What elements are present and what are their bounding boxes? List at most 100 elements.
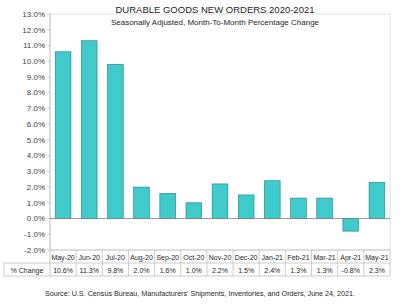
- bar: [108, 64, 124, 218]
- table-line: [154, 250, 155, 276]
- data-label: 2.3%: [369, 267, 385, 274]
- y-tick: [47, 202, 50, 203]
- y-tick: [47, 76, 50, 77]
- data-table: % Change May-20 Jun-20 Jul-20 Aug-20Sep-20 Oc…: [4, 250, 390, 276]
- data-label: 1.3%: [290, 267, 306, 274]
- row-label: % Change: [11, 267, 44, 275]
- x-tick-label: Mar-21: [314, 254, 336, 261]
- y-tick: [47, 139, 50, 140]
- table-line: [50, 250, 51, 276]
- subtitle: Seasonally Adjusted, Month-To-Month Perc…: [111, 18, 320, 27]
- bar: [343, 219, 359, 232]
- bar: [264, 181, 280, 219]
- table-line: [285, 250, 286, 276]
- data-label: 10.6%: [53, 267, 73, 274]
- table-line: [311, 250, 312, 276]
- x-tick-label: Dec-20: [235, 254, 258, 261]
- data-label: 9.8%: [107, 267, 123, 274]
- y-tick: [47, 61, 50, 62]
- table-line: [50, 250, 390, 251]
- y-tick-label: 10.0%: [22, 57, 45, 66]
- y-tick: [47, 108, 50, 109]
- y-tick-label: 7.0%: [27, 104, 45, 113]
- y-tick-label: 1.0%: [27, 199, 45, 208]
- bar: [55, 52, 71, 219]
- plot-frame: [50, 14, 390, 250]
- bar: [212, 184, 228, 219]
- title: DURABLE GOODS NEW ORDERS 2020-2021: [115, 4, 314, 15]
- bar: [291, 198, 307, 218]
- table-line: [390, 250, 391, 276]
- data-label: 1.5%: [238, 267, 254, 274]
- y-tick-label: 2.0%: [27, 183, 45, 192]
- table-line: [180, 250, 181, 276]
- y-tick: [47, 187, 50, 188]
- source: Source: U.S. Census Bureau, Manufacturer…: [45, 289, 355, 298]
- bar: [238, 195, 254, 219]
- y-tick: [47, 29, 50, 30]
- y-tick-label: 0.0%: [27, 214, 45, 223]
- table-line: [4, 263, 390, 264]
- x-tick-label: May-20: [51, 254, 74, 262]
- chart: -2.0% -1.0% 0.0% 1.0% 2.0% 3.0% 4.0% 5.0% 6.0% 7.…: [0, 0, 400, 304]
- data-label: 2.0%: [134, 267, 150, 274]
- bar: [186, 203, 202, 219]
- y-tick-label: 8.0%: [27, 88, 45, 97]
- y-tick-label: 11.0%: [23, 41, 45, 50]
- y-axis: -2.0% -1.0% 0.0% 1.0% 2.0% 3.0% 4.0% 5.0% 6.0% 7.…: [22, 10, 50, 255]
- table-line: [206, 250, 207, 276]
- y-axis-line: [50, 14, 51, 250]
- y-tick: [47, 155, 50, 156]
- zero-line: [50, 218, 390, 219]
- x-tick-label: May-21: [365, 254, 388, 262]
- table-line: [233, 250, 234, 276]
- table-line: [4, 263, 5, 276]
- data-label: 11.3%: [80, 267, 99, 274]
- y-tick-label: 3.0%: [27, 167, 45, 176]
- y-tick: [47, 14, 50, 15]
- bar: [317, 198, 333, 218]
- x-tick-label: Sep-20: [156, 254, 179, 262]
- y-tick: [47, 45, 50, 46]
- y-tick-label: -2.0%: [24, 246, 45, 255]
- data-label: 1.6%: [160, 267, 176, 274]
- y-tick: [47, 171, 50, 172]
- bars: [55, 41, 385, 231]
- x-tick-label: Nov-20: [209, 254, 232, 261]
- x-tick-label: Oct-20: [183, 254, 204, 261]
- bar: [134, 187, 150, 218]
- table-line: [4, 276, 390, 277]
- bar: [369, 182, 385, 218]
- bar: [160, 193, 176, 218]
- y-tick: [47, 218, 50, 219]
- y-tick-label: 6.0%: [27, 120, 45, 129]
- table-line: [363, 250, 364, 276]
- data-label: 2.2%: [212, 267, 228, 274]
- y-tick-label: 12.0%: [22, 26, 45, 35]
- y-tick: [47, 124, 50, 125]
- x-tick-label: Apr-21: [340, 254, 361, 262]
- x-tick-label: Jul-20: [106, 254, 125, 261]
- y-tick-label: 4.0%: [27, 151, 45, 160]
- x-tick-label: Feb-21: [287, 254, 309, 261]
- table-line: [76, 250, 77, 276]
- y-tick-label: 5.0%: [27, 136, 45, 145]
- table-line: [128, 250, 129, 276]
- y-tick-label: -1.0%: [24, 230, 45, 239]
- x-tick-label: Aug-20: [130, 254, 153, 262]
- x-tick-label: Jun-20: [79, 254, 101, 261]
- data-label: -0.8%: [342, 267, 360, 274]
- y-tick-label: 13.0%: [22, 10, 45, 19]
- data-label: 1.3%: [317, 267, 333, 274]
- table-line: [259, 250, 260, 276]
- data-label: 2.4%: [264, 267, 280, 274]
- table-line: [337, 250, 338, 276]
- y-tick: [47, 92, 50, 93]
- data-label: 1.0%: [186, 267, 202, 274]
- x-tick-label: Jan-21: [262, 254, 284, 261]
- bar: [81, 41, 97, 219]
- y-tick: [47, 234, 50, 235]
- y-tick-label: 9.0%: [27, 73, 45, 82]
- y-tick: [47, 250, 50, 251]
- table-line: [102, 250, 103, 276]
